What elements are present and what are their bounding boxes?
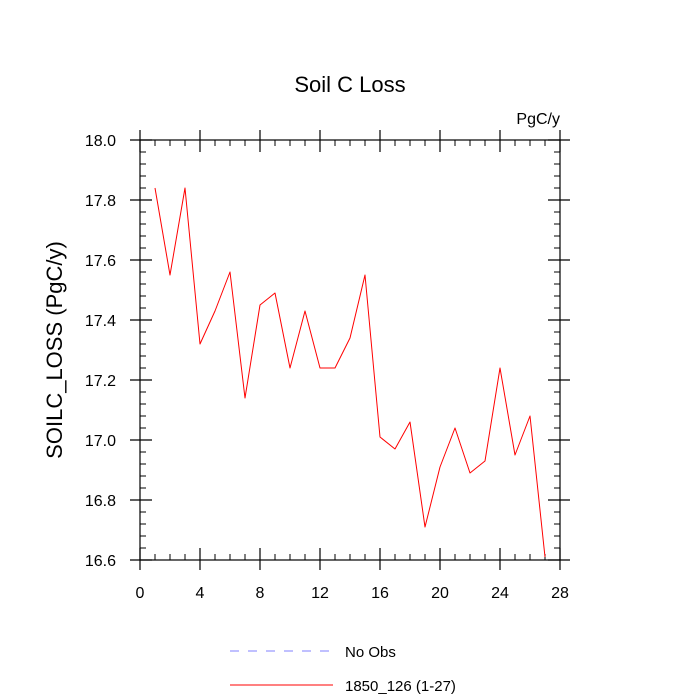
y-tick-label: 16.8	[85, 493, 116, 510]
x-tick-label: 0	[136, 585, 145, 602]
x-tick-label: 4	[196, 585, 205, 602]
x-tick-label: 8	[256, 585, 265, 602]
series-point	[154, 187, 157, 190]
y-tick-label: 17.6	[85, 253, 116, 270]
series-point	[274, 292, 277, 295]
series-point	[184, 187, 187, 190]
series-layer	[154, 187, 547, 559]
series-point	[229, 271, 232, 274]
x-tick-label: 24	[491, 585, 509, 602]
series-point	[514, 454, 517, 457]
series-point	[259, 304, 262, 307]
series-point	[439, 466, 442, 469]
chart-title: Soil C Loss	[294, 72, 405, 97]
series-point	[484, 460, 487, 463]
units-label: PgC/y	[516, 111, 560, 128]
series-point	[394, 448, 397, 451]
legend-label-series: 1850_126 (1-27)	[345, 678, 456, 695]
axis-ticks	[130, 130, 570, 570]
series-point	[289, 367, 292, 370]
x-tick-label: 16	[371, 585, 389, 602]
y-axis-label: SOILC_LOSS (PgC/y)	[42, 241, 67, 459]
y-tick-label: 16.6	[85, 553, 116, 570]
series-line	[154, 187, 546, 558]
legend-label-no-obs: No Obs	[345, 644, 396, 661]
series-point	[334, 367, 337, 370]
series-point	[424, 526, 427, 529]
series-point	[469, 472, 472, 475]
axis-tick-labels: 0 4 8 12 16 20 24 28 16.6 16.8 17.0 17.2 17.4 17.6 17.…	[85, 133, 569, 602]
plot-frame	[139, 139, 561, 561]
y-tick-label: 17.4	[85, 313, 116, 330]
series-point	[214, 310, 217, 313]
series-point	[199, 343, 202, 346]
series-point	[304, 310, 307, 313]
series-point	[454, 427, 457, 430]
series-point	[364, 274, 367, 277]
series-point	[409, 421, 412, 424]
x-tick-label: 28	[551, 585, 569, 602]
series-point	[529, 415, 532, 418]
series-point	[319, 367, 322, 370]
y-tick-label: 17.2	[85, 373, 116, 390]
y-tick-label: 18.0	[85, 133, 116, 150]
series-point	[244, 397, 247, 400]
series-point	[544, 556, 547, 559]
legend: No Obs 1850_126 (1-27)	[230, 644, 456, 695]
y-tick-label: 17.0	[85, 433, 116, 450]
x-tick-label: 20	[431, 585, 449, 602]
y-tick-label: 17.8	[85, 193, 116, 210]
series-point	[379, 436, 382, 439]
series-point	[169, 274, 172, 277]
series-point	[499, 367, 502, 370]
x-tick-label: 12	[311, 585, 329, 602]
series-point	[349, 337, 352, 340]
